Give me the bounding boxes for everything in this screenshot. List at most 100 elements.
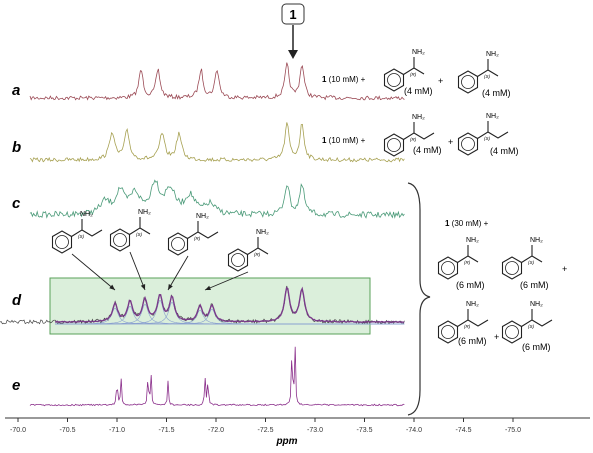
axis-label: ppm <box>275 436 297 447</box>
x-tick-label: -70.0 <box>10 427 26 434</box>
brace <box>407 182 431 416</box>
reagent-text: (30 mM) + <box>449 219 488 228</box>
aromatic-ring <box>231 253 245 267</box>
concentration: (4 mM) <box>482 88 511 98</box>
stereo-label: (R) <box>464 260 471 265</box>
spectrum <box>55 308 405 325</box>
compound-number: 1 <box>445 219 450 228</box>
amine-label: NH₂ <box>256 229 269 236</box>
aromatic-ring <box>505 325 519 339</box>
spectrum <box>29 346 405 407</box>
bond <box>403 122 435 140</box>
concentration: (4 mM) <box>490 146 519 156</box>
stereo-label: (R) <box>410 72 417 77</box>
pointer-line <box>204 271 249 291</box>
pointer-line <box>71 253 116 291</box>
x-tick-label: -73.5 <box>357 427 373 434</box>
reagent-text: (10 mM) + <box>326 136 365 145</box>
pointer-line <box>129 251 146 291</box>
amine-label: NH₂ <box>80 211 93 218</box>
amine-label: NH₂ <box>486 113 499 120</box>
marker-box <box>281 3 305 25</box>
stereo-label: (S) <box>528 324 535 329</box>
amine-label: NH₂ <box>412 49 425 56</box>
x-tick-label: -70.5 <box>60 427 76 434</box>
bond <box>457 245 479 263</box>
amine-label: NH₂ <box>466 301 479 308</box>
stereo-label: (S) <box>484 136 491 141</box>
x-tick-label: -72.5 <box>258 427 274 434</box>
x-tick-label: -71.0 <box>109 427 125 434</box>
x-tick-label: -73.0 <box>307 427 323 434</box>
pointer-head <box>205 285 211 291</box>
aromatic-ring <box>171 237 185 251</box>
amine-label: NH₂ <box>196 213 209 220</box>
stereo-label: (S) <box>528 260 535 265</box>
stereo-label: (S) <box>136 232 143 237</box>
aromatic-ring <box>505 261 519 275</box>
highlight-box <box>49 277 371 335</box>
marker-label: 1 <box>289 7 296 22</box>
x-tick-label: -75.0 <box>505 427 521 434</box>
aromatic-ring <box>441 261 455 275</box>
spectrum <box>55 286 405 324</box>
reagent-label: 1 (30 mM) + <box>445 219 489 228</box>
trace-label: e <box>12 377 20 394</box>
reagent-label: 1 (10 mM) + <box>322 136 366 145</box>
trace-label: a <box>12 82 20 99</box>
bond <box>129 217 151 235</box>
concentration: (6 mM) <box>522 342 551 352</box>
pointer-head <box>109 284 115 290</box>
spectrum <box>29 179 405 219</box>
aromatic-ring <box>55 235 69 249</box>
amine-label: NH₂ <box>530 301 543 308</box>
compound-number: 1 <box>322 75 327 84</box>
aromatic-ring <box>441 325 455 339</box>
reagent-label: 1 (10 mM) + <box>322 75 366 84</box>
spectrum <box>29 122 405 163</box>
x-tick-label: -71.5 <box>159 427 175 434</box>
stereo-label: (S) <box>484 74 491 79</box>
aromatic-ring <box>387 138 401 152</box>
trace-label: d <box>12 292 22 309</box>
bond <box>71 219 103 237</box>
bond <box>403 57 425 75</box>
trace-label: c <box>12 195 21 212</box>
pointer-line <box>167 255 189 291</box>
stereo-label: (R) <box>464 324 471 329</box>
aromatic-ring <box>461 137 475 151</box>
x-tick-label: -74.0 <box>406 427 422 434</box>
concentration: (4 mM) <box>404 86 433 96</box>
stereo-label: (R) <box>410 137 417 142</box>
bond <box>477 121 509 139</box>
concentration: (6 mM) <box>458 336 487 346</box>
amine-label: NH₂ <box>486 51 499 58</box>
x-tick-label: -74.5 <box>456 427 472 434</box>
bond <box>187 221 219 239</box>
amine-label: NH₂ <box>466 237 479 244</box>
trace-label: b <box>12 139 21 156</box>
amine-label: NH₂ <box>412 114 425 121</box>
plus: + <box>438 76 443 86</box>
aromatic-ring <box>387 73 401 87</box>
amine-label: NH₂ <box>138 209 151 216</box>
stereo-label: (R) <box>254 252 261 257</box>
plus: + <box>562 264 567 274</box>
stereo-label: (S) <box>78 234 85 239</box>
spectrum <box>29 62 405 101</box>
concentration: (6 mM) <box>456 280 485 290</box>
pointer-head <box>140 284 146 290</box>
x-tick-label: -72.0 <box>208 427 224 434</box>
plus: + <box>494 332 499 342</box>
bond <box>477 59 499 77</box>
aromatic-ring <box>113 233 127 247</box>
marker-arrowhead <box>288 50 298 59</box>
stereo-label: (R) <box>194 236 201 241</box>
reagent-text: (10 mM) + <box>326 75 365 84</box>
pointer-head <box>168 284 173 290</box>
bond <box>457 309 489 327</box>
concentration: (4 mM) <box>413 145 442 155</box>
compound-number: 1 <box>322 136 327 145</box>
bond <box>247 237 269 255</box>
bond <box>521 309 553 327</box>
